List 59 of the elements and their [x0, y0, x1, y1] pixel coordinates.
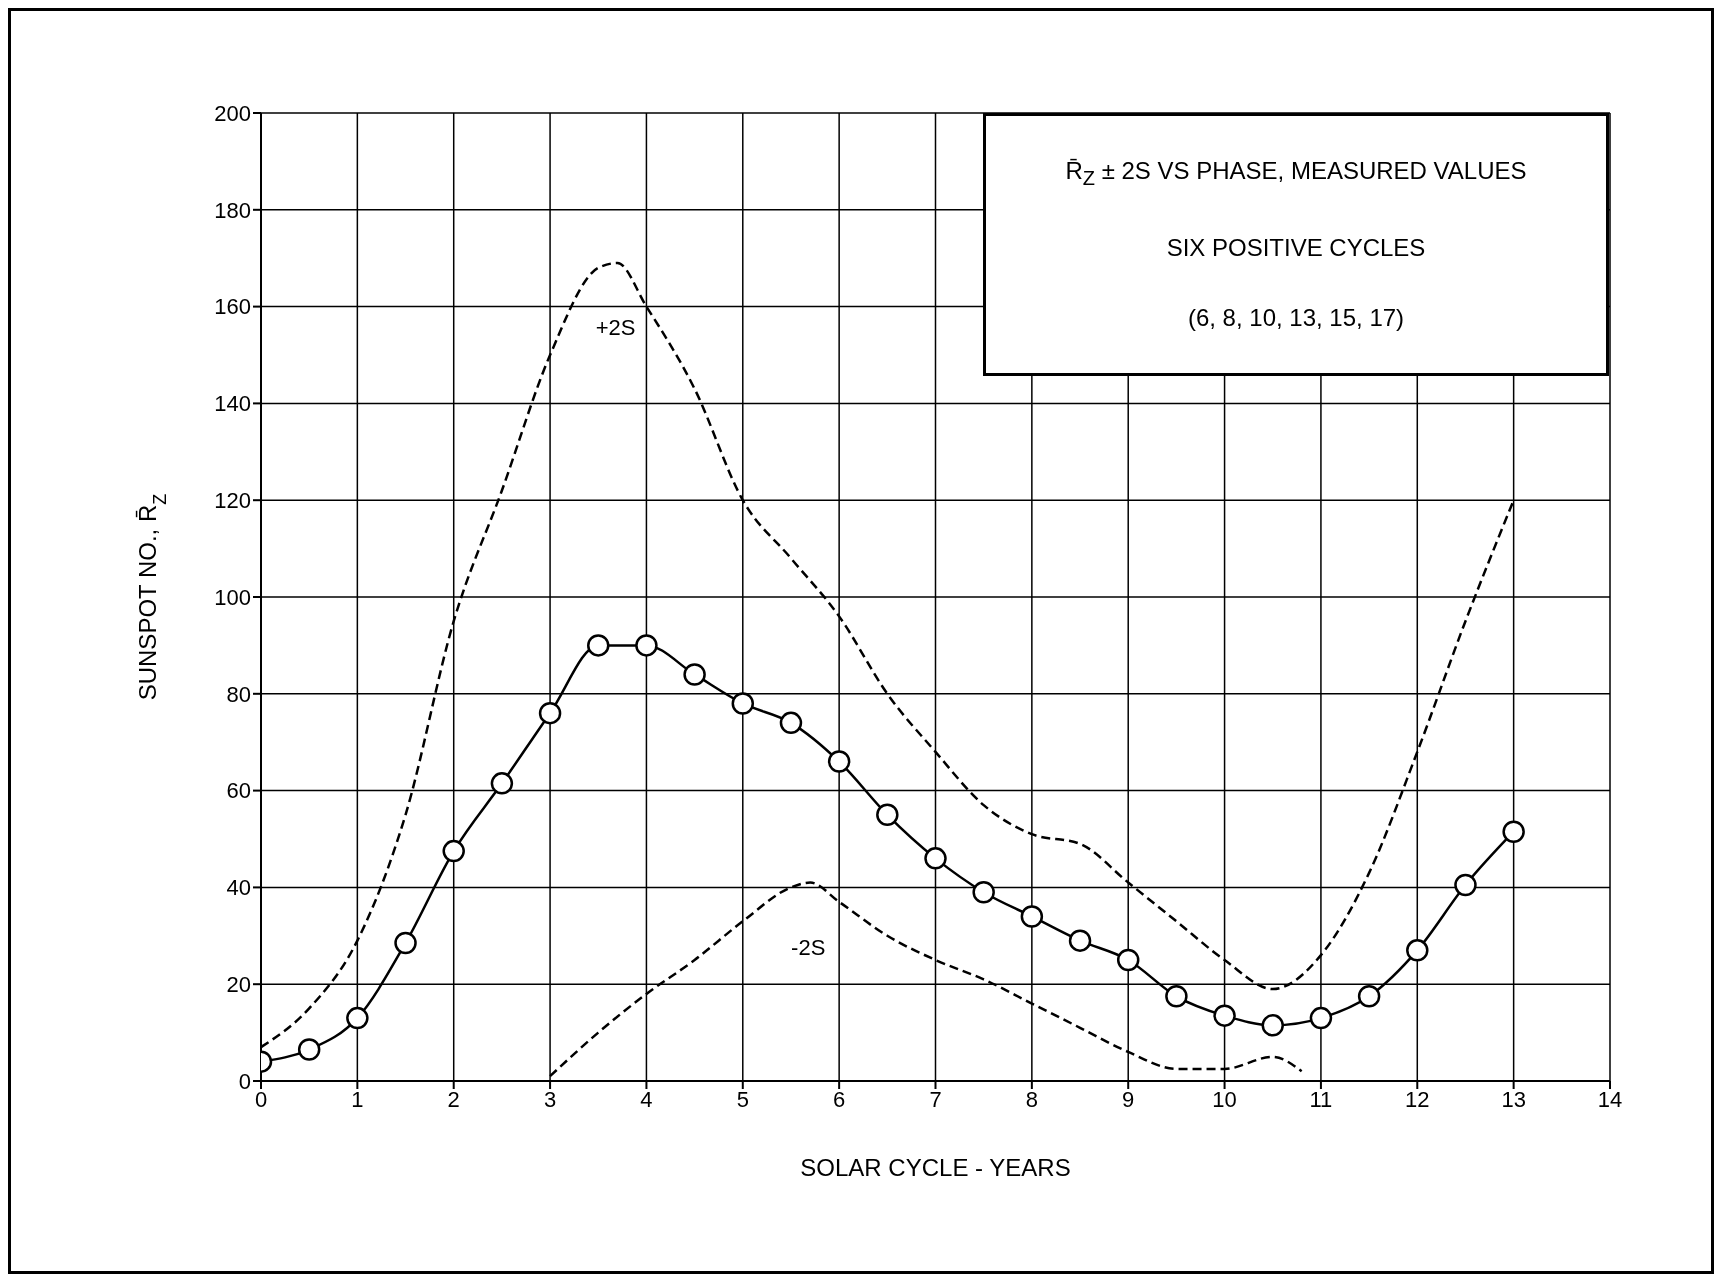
y-tick-label: 180 [214, 197, 251, 223]
x-tick-label: 7 [929, 1086, 942, 1112]
y-tick-label: 200 [214, 100, 251, 126]
y-tick-label: 60 [226, 778, 251, 804]
point [538, 701, 562, 725]
point [1020, 905, 1044, 928]
point [1406, 939, 1429, 962]
y-tick-label: 40 [226, 875, 251, 901]
point [1116, 948, 1140, 972]
y-tick-label: 0 [238, 1068, 251, 1094]
point [1357, 985, 1381, 1008]
annotation: R̄$_{Z}$ ± 2S VS PHASE, MEASURED VALUES [1064, 156, 1528, 191]
note-box: R̄$_{Z}$ ± 2S VS PHASE, MEASURED VALUES SIX POSITIVE CYCLES (6, 8, 10, 13, 15, 17) [983, 113, 1609, 376]
y-tick-label: 80 [226, 681, 251, 707]
point [442, 839, 465, 863]
x-tick-label: 3 [543, 1086, 557, 1112]
x-tick-label: 5 [736, 1086, 749, 1112]
point [731, 692, 755, 715]
point [1261, 1014, 1284, 1037]
annotation: SIX POSITIVE CYCLES [1165, 232, 1427, 263]
point [1454, 873, 1477, 897]
point [924, 847, 947, 870]
point [972, 880, 995, 904]
point [683, 663, 706, 686]
x-tick-label: 14 [1597, 1086, 1623, 1112]
y-tick-label: 100 [214, 584, 251, 610]
x-tick-label: 1 [351, 1086, 364, 1112]
point [1213, 1004, 1236, 1027]
point [635, 634, 658, 657]
x-tick-label: 10 [1212, 1086, 1237, 1112]
x-tick-label: 2 [447, 1086, 460, 1112]
x-tick-label: 4 [640, 1086, 653, 1112]
x-tick-label: 13 [1501, 1086, 1526, 1112]
x-tick-label: 6 [833, 1086, 846, 1112]
x-tick-label: 8 [1025, 1086, 1038, 1112]
point [1068, 929, 1092, 952]
x-tick-label: 9 [1122, 1086, 1135, 1112]
point [346, 1006, 369, 1030]
y-tick-label: 160 [214, 294, 251, 320]
x-axis-title: SOLAR CYCLE - YEARS [800, 1154, 1071, 1181]
x-tick-label: 11 [1309, 1086, 1333, 1112]
point [1309, 1006, 1333, 1030]
y-tick-label: 140 [214, 391, 251, 417]
point [779, 711, 803, 735]
point [297, 1038, 321, 1061]
point [1502, 820, 1525, 843]
x-tick-label: 12 [1405, 1086, 1430, 1112]
point [876, 803, 899, 827]
y-tick-label: 20 [226, 972, 251, 998]
point [827, 750, 851, 773]
annotation: (6, 8, 10, 13, 15, 17) [1186, 302, 1406, 333]
point [587, 634, 610, 657]
series-label: +2S [595, 315, 636, 341]
point [1165, 985, 1188, 1008]
x-tick-label: 0 [254, 1086, 268, 1112]
series-label: -2S [791, 934, 826, 960]
point [490, 772, 514, 795]
y-tick-label: 120 [214, 488, 251, 514]
point [394, 931, 417, 955]
